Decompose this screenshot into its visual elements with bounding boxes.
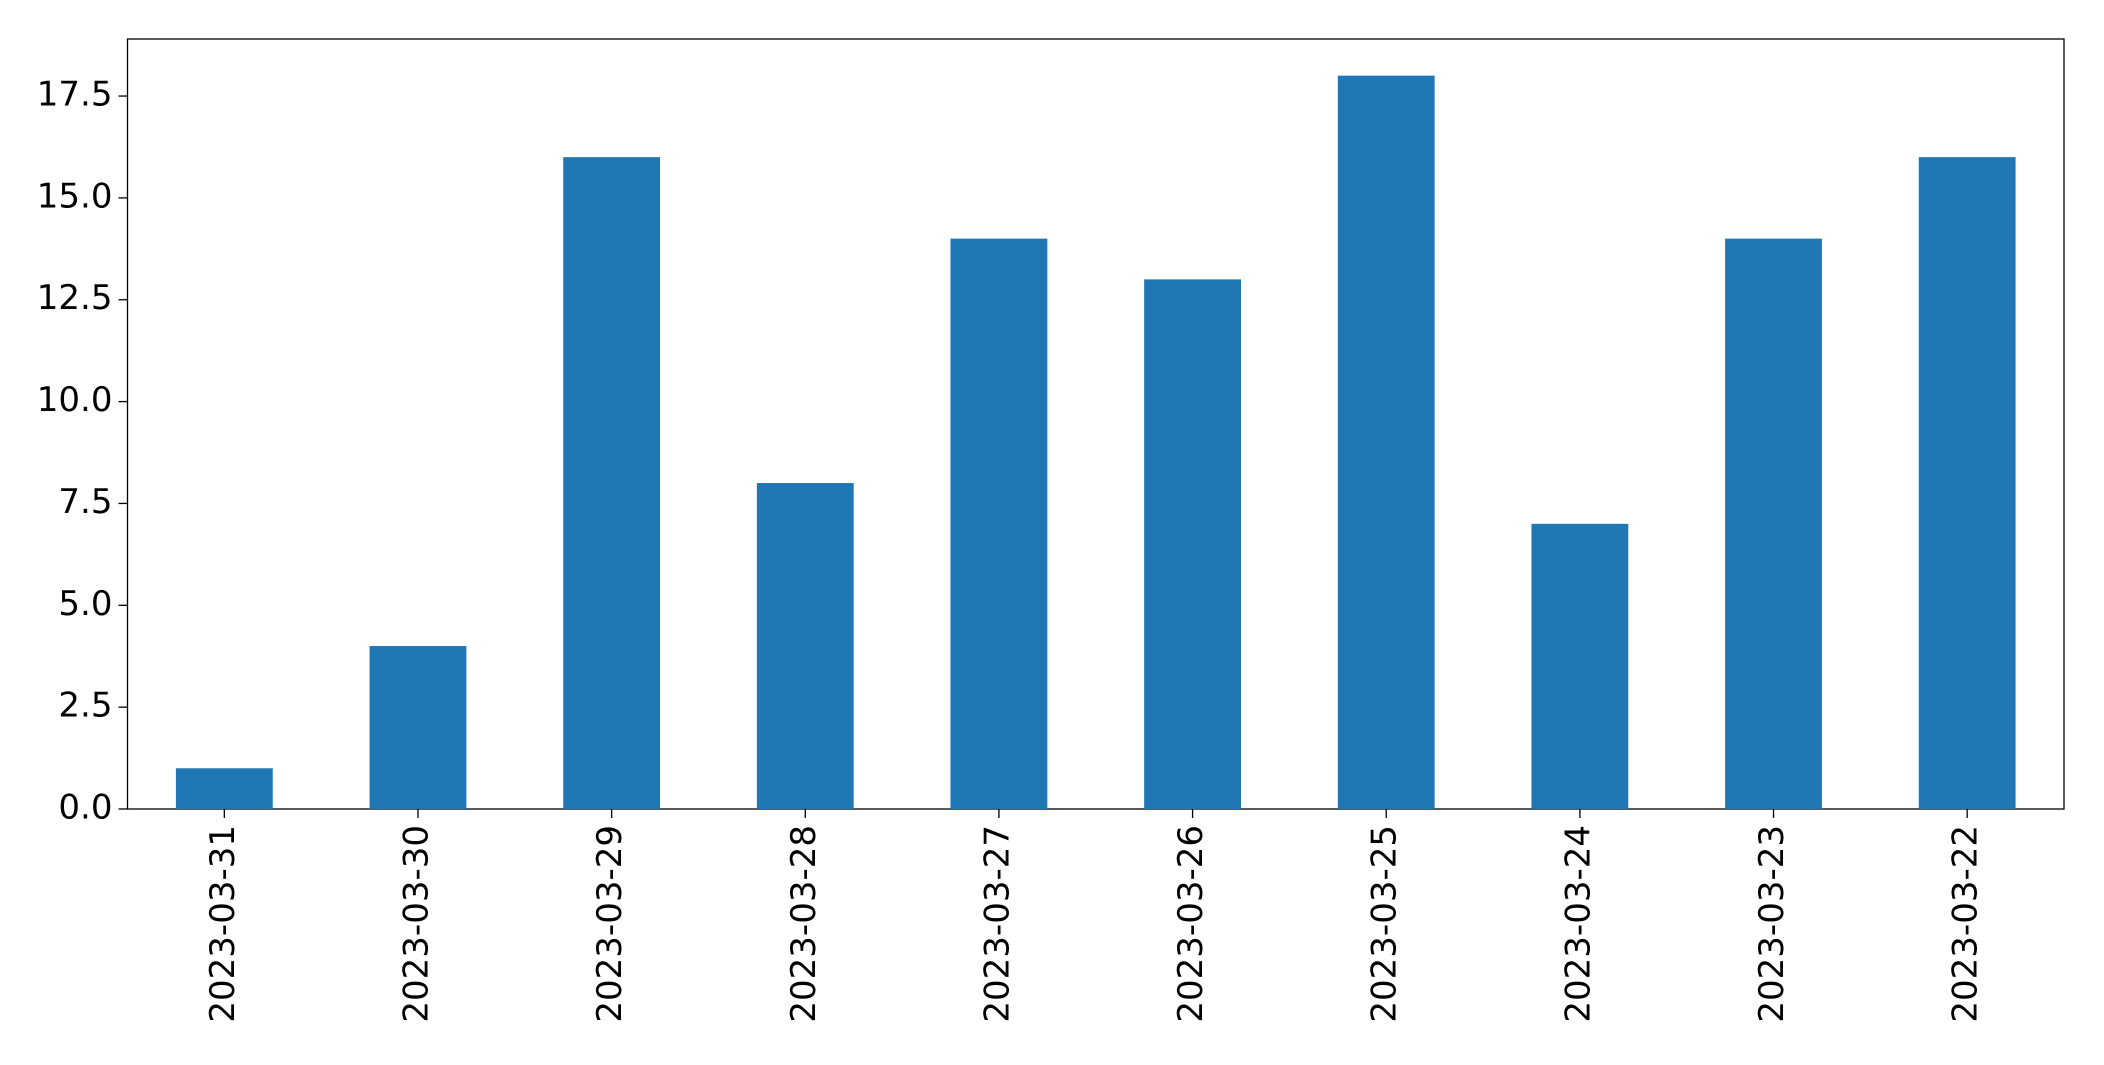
bar: [563, 157, 661, 810]
bar: [1337, 75, 1435, 809]
x-tick-label: 2023-03-27: [977, 825, 1017, 1023]
x-tick-label: 2023-03-24: [1558, 825, 1598, 1023]
y-tick-label: 17.5: [37, 75, 113, 115]
y-tick-label: 15.0: [37, 176, 113, 216]
y-tick-label: 2.5: [58, 686, 112, 726]
y-tick-label: 0.0: [58, 788, 112, 828]
bar: [175, 768, 273, 809]
bar: [369, 646, 467, 809]
axes-frame: [126, 38, 2065, 810]
x-tick-label: 2023-03-29: [590, 825, 630, 1023]
x-tick-label: 2023-03-31: [203, 825, 243, 1023]
bar: [1725, 238, 1822, 809]
x-tick-label: 2023-03-26: [1171, 825, 1211, 1023]
x-tick-label: 2023-03-25: [1365, 825, 1405, 1023]
x-tick-label: 2023-03-23: [1752, 825, 1792, 1023]
y-tick-label: 10.0: [37, 380, 113, 420]
x-tick-label: 2023-03-30: [396, 825, 436, 1023]
bar: [1144, 279, 1241, 809]
bar: [756, 483, 854, 809]
y-tick-label: 12.5: [37, 278, 113, 318]
y-tick-label: 5.0: [58, 584, 112, 624]
x-tick-label: 2023-03-22: [1946, 825, 1986, 1023]
bar: [1918, 157, 2016, 810]
bar: [950, 238, 1048, 809]
x-tick-label: 2023-03-28: [784, 825, 824, 1023]
bar: [1531, 523, 1629, 809]
y-tick-label: 7.5: [58, 482, 112, 522]
